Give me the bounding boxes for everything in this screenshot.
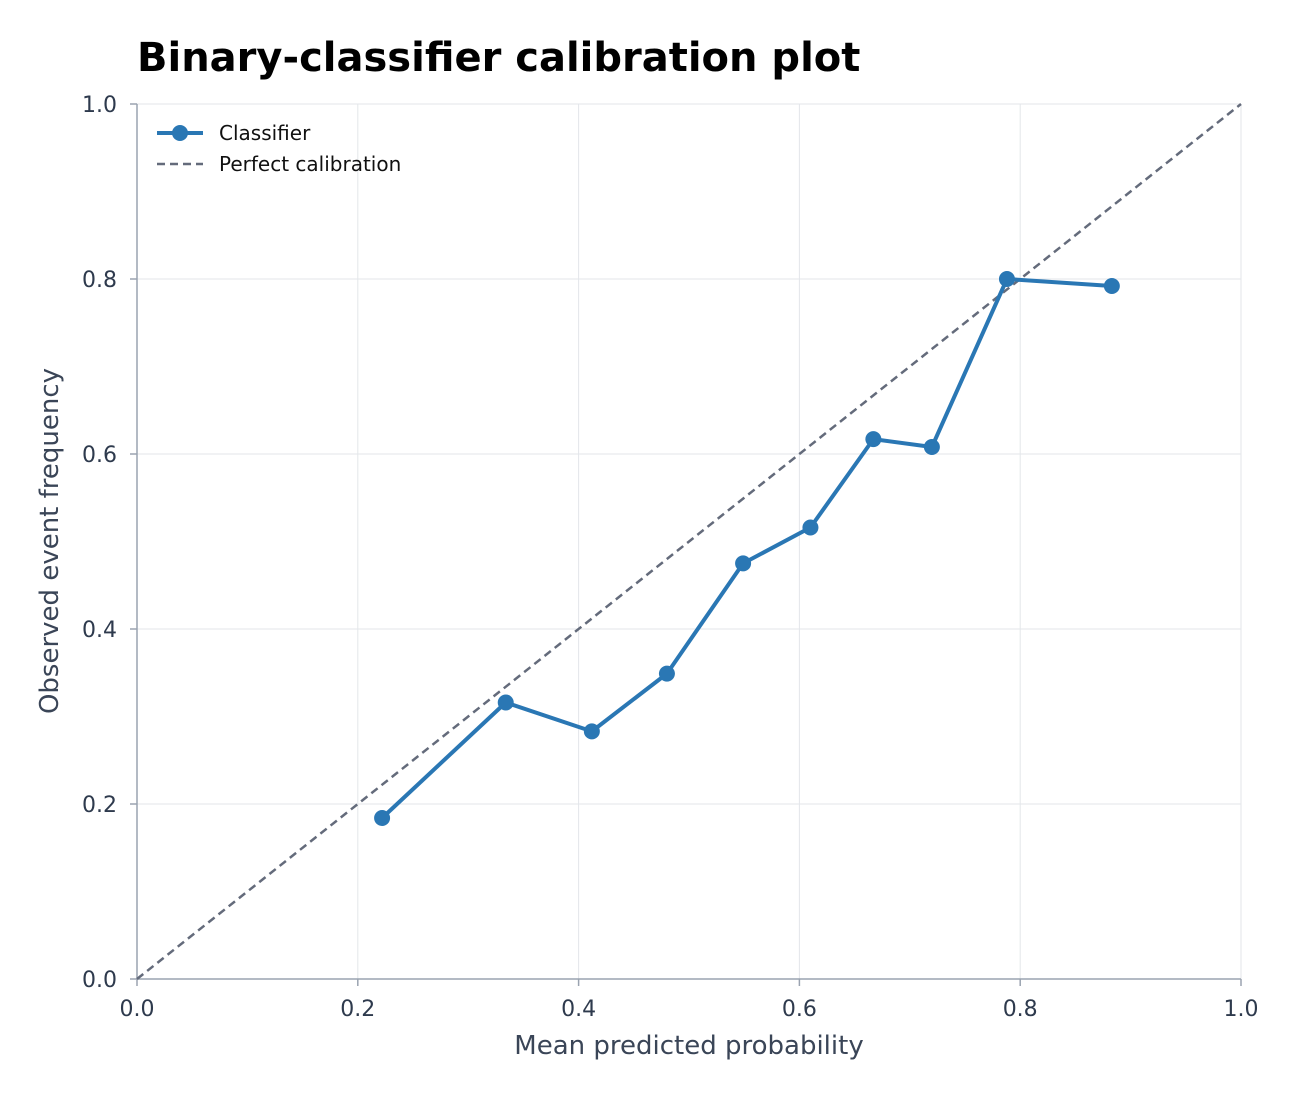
y-tick-label: 0.6 [82, 443, 117, 468]
x-tick-label: 0.2 [340, 997, 375, 1022]
chart-title: Binary-classifier calibration plot [137, 35, 860, 81]
legend: Classifier Perfect calibration [157, 121, 401, 176]
tick-labels: 0.0 0.2 0.4 0.6 0.8 1.0 0.0 0.2 0.4 0.6 0.8 1.0 [82, 93, 1259, 1022]
x-tick-label: 0.8 [1003, 997, 1038, 1022]
classifier-point [865, 431, 882, 448]
axes [130, 103, 1242, 986]
y-tick-label: 0.8 [82, 268, 117, 293]
y-tick-label: 0.0 [82, 968, 117, 993]
classifier-point [1103, 278, 1120, 294]
x-axis-label: Mean predicted probability [514, 1031, 863, 1061]
classifier-point [802, 519, 819, 536]
classifier-point [497, 694, 514, 711]
classifier-point [374, 810, 391, 826]
y-tick-label: 0.4 [82, 618, 117, 643]
x-tick-label: 1.0 [1224, 997, 1259, 1022]
y-tick-label: 1.0 [82, 93, 117, 118]
perfect-calibration-line [136, 103, 1242, 980]
legend-perfect-label: Perfect calibration [219, 152, 401, 176]
legend-classifier-label: Classifier [219, 121, 311, 145]
classifier-point [998, 271, 1015, 287]
x-tick-label: 0.0 [120, 997, 155, 1022]
x-tick-label: 0.6 [782, 997, 817, 1022]
classifier-point [658, 665, 675, 682]
classifier-line [380, 277, 1112, 820]
classifier-point [923, 439, 940, 455]
y-tick-label: 0.2 [82, 793, 117, 818]
classifier-point [583, 723, 600, 740]
x-tick-label: 0.4 [561, 997, 596, 1022]
classifier-point [735, 555, 752, 572]
legend-classifier-marker [172, 125, 188, 141]
series-layer [136, 103, 1242, 980]
y-axis-label: Observed event frequency [35, 368, 65, 714]
